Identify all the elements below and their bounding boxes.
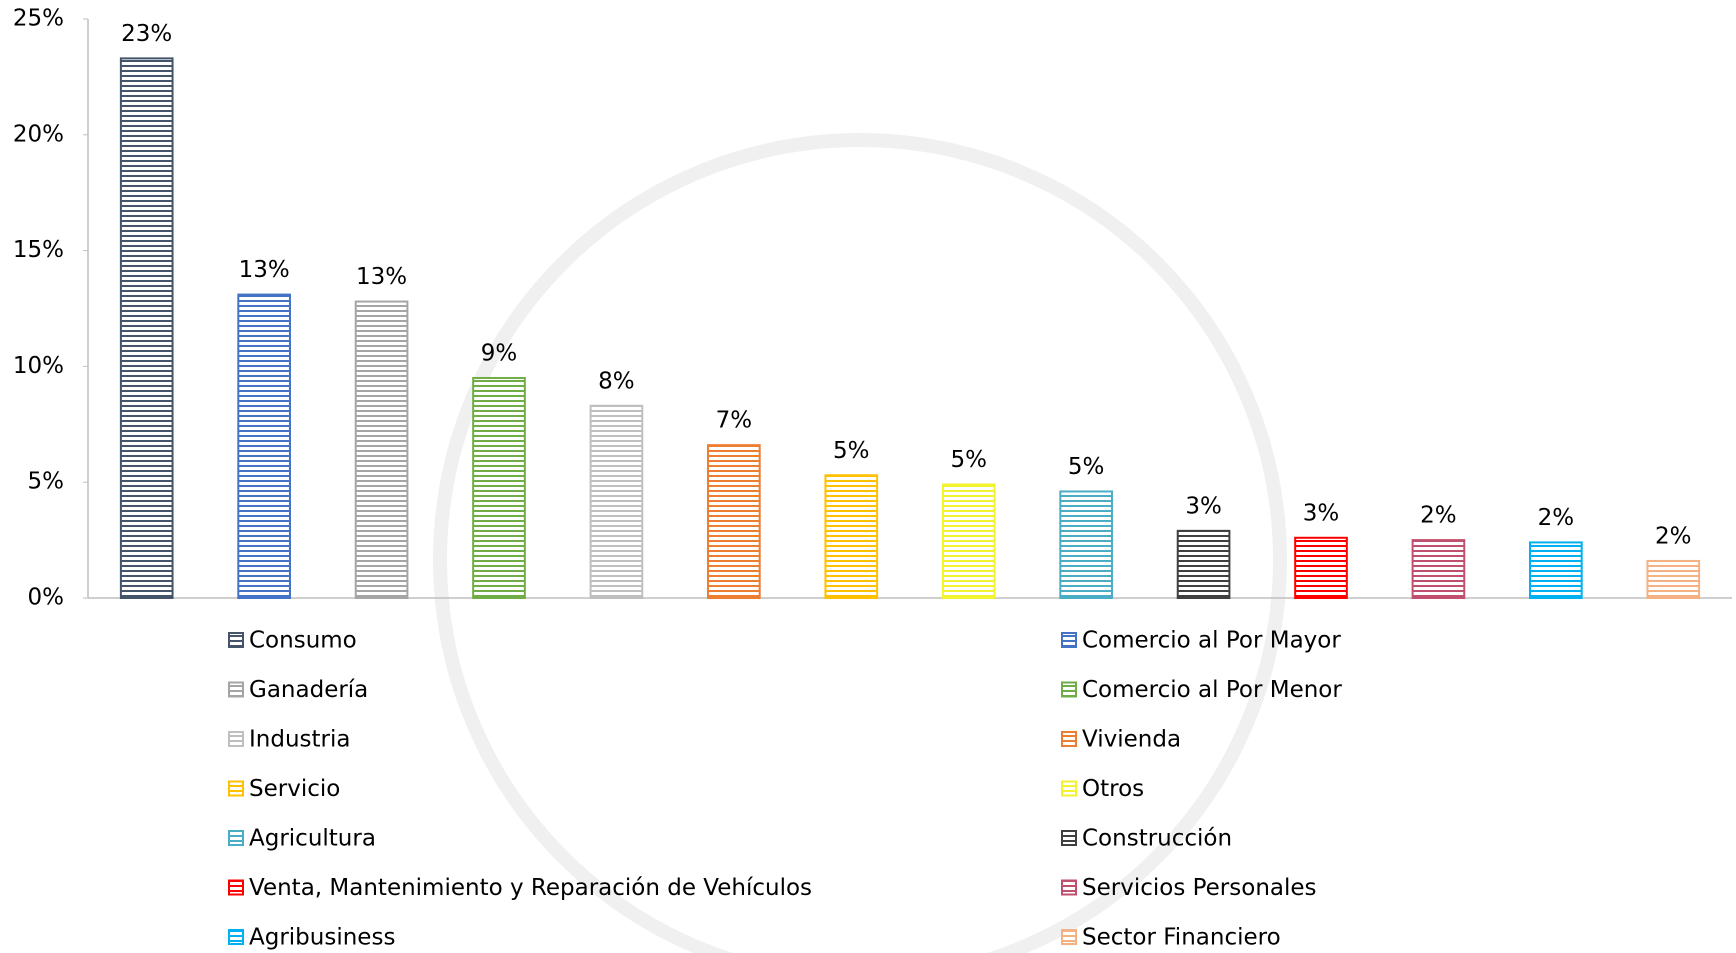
legend-swatch [228,632,244,648]
legend-label: Construcción [1082,826,1232,852]
legend-swatch [1061,879,1077,896]
data-label: 13% [239,257,290,283]
bar [941,483,996,599]
data-label: 8% [598,368,635,394]
legend-swatch [1061,731,1077,747]
legend-label: Agribusiness [249,925,395,951]
legend-label: Vivienda [1082,727,1181,753]
watermark [433,133,1287,953]
legend-label: Sector Financiero [1082,925,1281,951]
legend-swatch [1061,681,1077,698]
legend-label: Servicio [249,776,340,802]
bar [1529,541,1583,600]
bar [354,300,409,599]
data-label: 5% [950,447,987,473]
legend-label: Industria [249,727,350,753]
legend-swatch [228,929,244,945]
data-label: 13% [356,264,407,290]
legend-label: Comercio al Por Mayor [1082,628,1341,654]
legend-swatch [1061,830,1077,846]
data-label: 23% [121,21,172,47]
bar [237,293,291,599]
bar [1059,490,1113,599]
data-label: 9% [481,340,518,366]
legend-label: Comercio al Por Menor [1082,677,1342,703]
legend-label: Venta, Mantenimiento y Reparación de Veh… [249,875,812,901]
legend-swatch [228,780,244,797]
bar [589,404,644,599]
legend-label: Otros [1082,776,1144,802]
y-tick-label: 5% [28,469,65,495]
y-tick-label: 15% [13,237,64,263]
data-label: 2% [1538,505,1575,531]
legend-label: Servicios Personales [1082,875,1317,901]
data-label: 3% [1303,500,1340,526]
data-label: 2% [1420,503,1457,529]
data-label: 5% [833,438,870,464]
bar [707,444,761,600]
data-label: 2% [1655,523,1692,549]
legend-swatch [1061,929,1077,945]
legend-swatch [1061,780,1077,797]
legend-label: Ganadería [249,677,368,703]
legend-swatch [228,731,244,747]
bar [1646,559,1701,599]
y-tick-label: 10% [13,353,64,379]
bar [1176,529,1231,599]
legend-swatch [1061,632,1077,648]
bar [472,376,526,600]
legend-label: Consumo [249,628,357,654]
data-label: 3% [1185,493,1222,519]
bar [1294,536,1348,599]
y-tick-label: 25% [13,6,64,32]
y-tick-label: 20% [13,121,64,147]
bar [824,474,879,600]
legend-swatch [228,681,244,698]
legend-swatch [228,830,244,846]
bar [119,57,174,599]
bar [1411,539,1466,599]
y-tick-label: 0% [28,585,65,611]
data-label: 7% [716,408,753,434]
legend-label: Agricultura [249,826,376,852]
legend-swatch [228,879,244,896]
data-label: 5% [1068,454,1105,480]
